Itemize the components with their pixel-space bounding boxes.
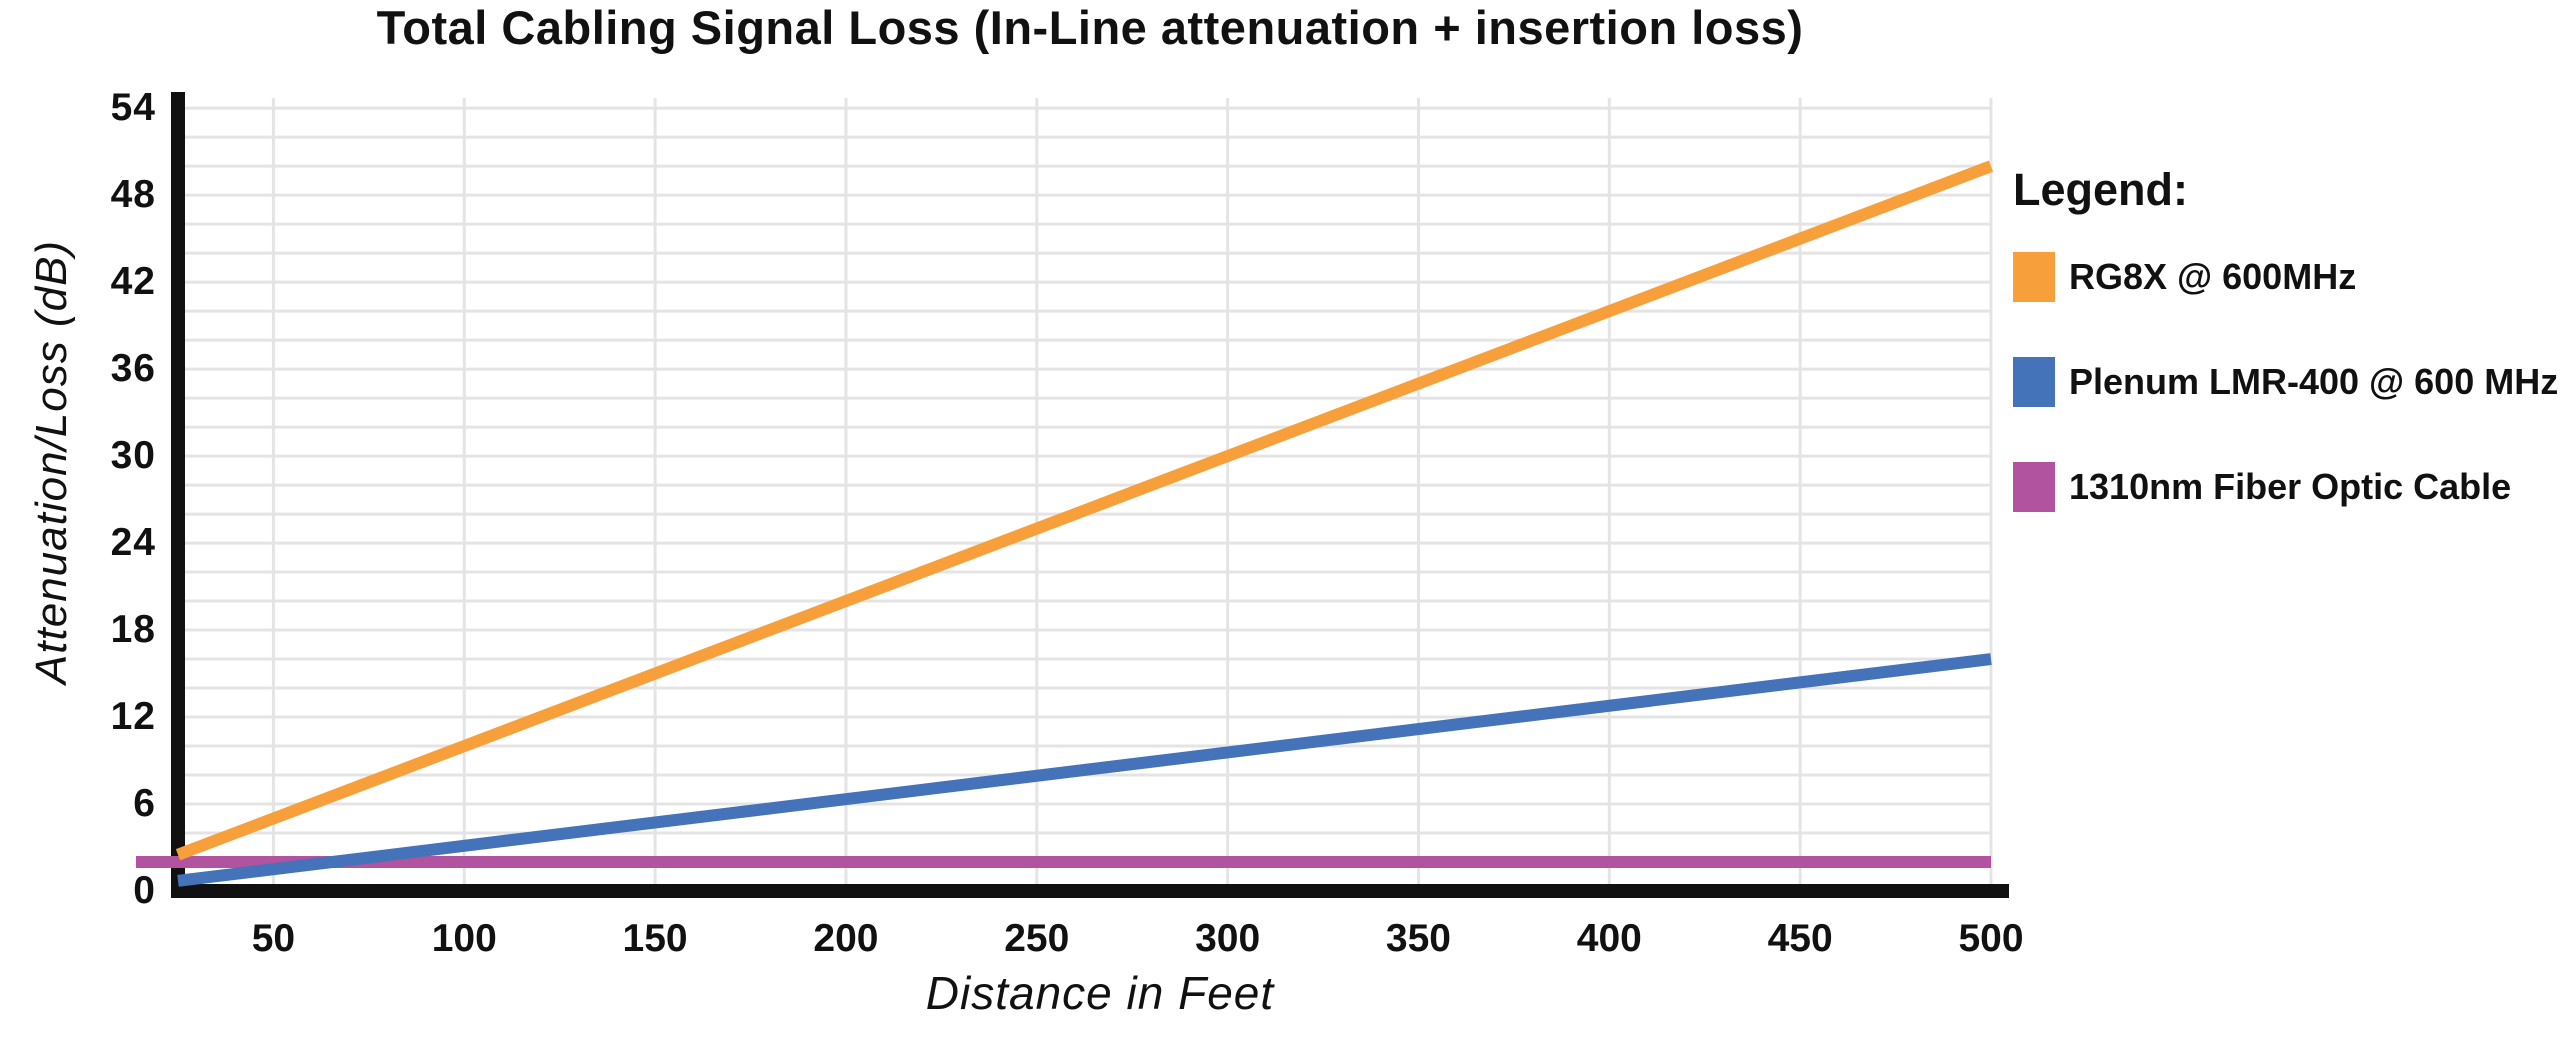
legend-swatch (2013, 357, 2055, 407)
x-tick-label-150: 150 (622, 917, 688, 960)
y-tick-label-54: 54 (110, 86, 156, 130)
legend-item: 1310nm Fiber Optic Cable (2013, 462, 2558, 512)
legend-items: RG8X @ 600MHz Plenum LMR-400 @ 600 MHz 131… (2013, 252, 2558, 512)
y-tick-label-48: 48 (110, 173, 156, 217)
legend-label: 1310nm Fiber Optic Cable (2069, 466, 2512, 507)
legend-item: Plenum LMR-400 @ 600 MHz (2013, 357, 2558, 407)
legend-swatch (2013, 252, 2055, 302)
y-tick-label-0: 0 (133, 869, 156, 912)
series-line-plenum-lmr-400-600-mhz (177, 653, 1992, 887)
y-tick-label-36: 36 (110, 347, 156, 391)
y-tick-label-18: 18 (110, 608, 156, 652)
y-axis-title: Attenuation/Loss (dB) (27, 239, 76, 685)
x-tick-label-50: 50 (251, 917, 296, 960)
x-tick-label-300: 300 (1195, 917, 1261, 960)
y-tick-label-30: 30 (110, 434, 156, 478)
legend-label: RG8X @ 600MHz (2069, 256, 2357, 297)
legend-title: Legend: (2013, 164, 2188, 215)
x-axis-title: Distance in Feet (925, 967, 1275, 1019)
x-tick-label-100: 100 (431, 917, 497, 960)
x-tick-label-450: 450 (1767, 917, 1833, 960)
x-tick-label-350: 350 (1385, 917, 1451, 960)
legend-label: Plenum LMR-400 @ 600 MHz (2069, 361, 2559, 402)
series-line-rg8x-600mhz (175, 160, 1994, 861)
y-tick-label-24: 24 (110, 521, 156, 565)
legend: Legend: RG8X @ 600MHz Plenum LMR-400 @ 60… (2013, 164, 2558, 567)
x-tick-label-200: 200 (813, 917, 879, 960)
y-tick-label-42: 42 (110, 260, 156, 304)
y-tick-label-12: 12 (110, 695, 156, 739)
chart-title: Total Cabling Signal Loss (In-Line atten… (376, 1, 1804, 54)
x-tick-label-500: 500 (1958, 917, 2024, 960)
legend-swatch (2013, 462, 2055, 512)
y-tick-label-6: 6 (133, 782, 156, 826)
legend-item: RG8X @ 600MHz (2013, 252, 2558, 302)
x-tick-label-250: 250 (1004, 917, 1070, 960)
x-tick-label-400: 400 (1576, 917, 1642, 960)
